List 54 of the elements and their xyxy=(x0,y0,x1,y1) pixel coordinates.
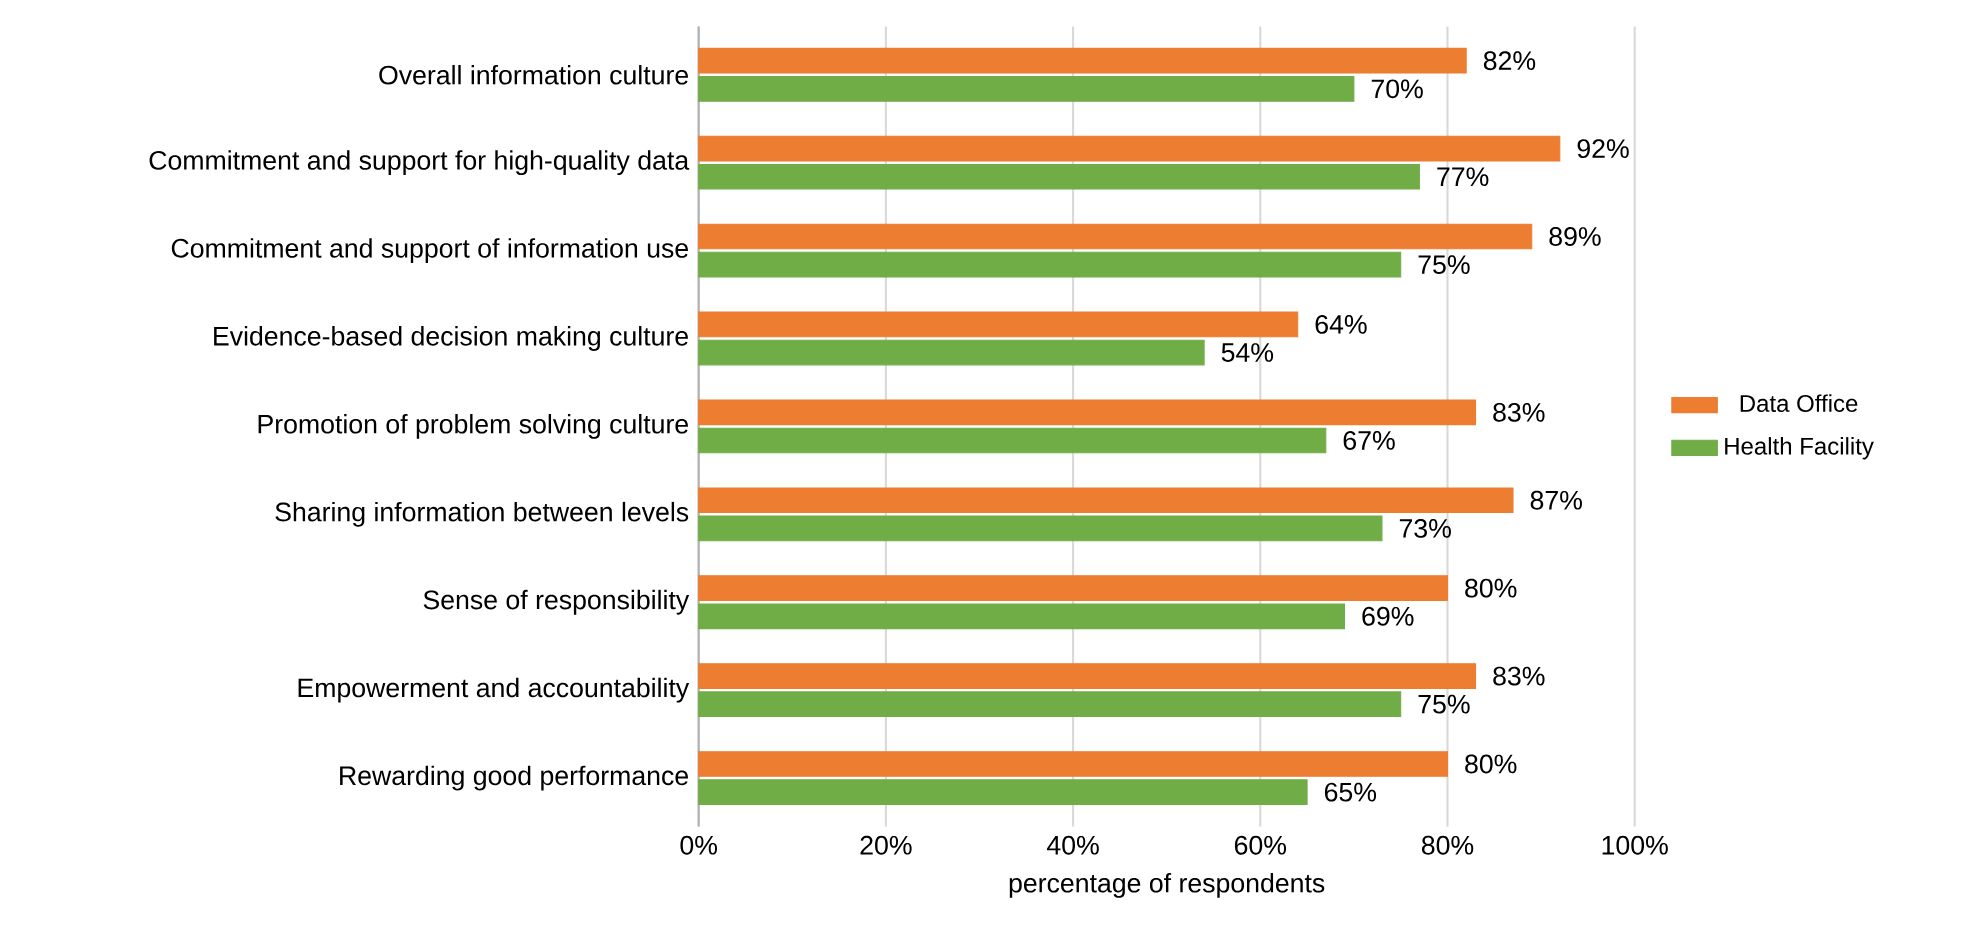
y-tick-label: Sharing information between levels xyxy=(275,501,689,527)
x-tick-label: 80% xyxy=(1421,835,1474,855)
data-label: 75% xyxy=(1418,255,1470,274)
bar xyxy=(698,75,1355,102)
legend-label: Health Facility xyxy=(1725,437,1874,460)
legend-label: Data Office xyxy=(1740,394,1858,412)
data-label: 73% xyxy=(1399,518,1451,538)
y-tick-label: Rewarding good performance xyxy=(340,765,688,791)
y-tick-label: Overall information culture xyxy=(379,64,688,85)
bar xyxy=(698,603,1346,630)
bar xyxy=(698,339,1205,366)
y-tick-label: Sense of responsibility xyxy=(423,589,690,615)
data-label: 65% xyxy=(1324,782,1377,802)
bar xyxy=(698,515,1383,542)
y-tick-label: Commitment and support for high-quality data xyxy=(149,150,690,176)
bar xyxy=(698,427,1327,454)
data-label: 70% xyxy=(1371,79,1423,99)
data-label: 87% xyxy=(1530,490,1582,510)
bar xyxy=(698,399,1477,426)
bar xyxy=(698,487,1514,514)
data-label: 82% xyxy=(1483,51,1536,71)
x-tick-label: 60% xyxy=(1234,835,1287,855)
x-axis-title: percentage of respondents xyxy=(1009,872,1325,898)
bar xyxy=(698,47,1467,74)
y-tick-label: Commitment and support of information use xyxy=(171,238,688,263)
x-tick-label: 40% xyxy=(1047,835,1099,855)
bar xyxy=(698,575,1449,601)
bar xyxy=(698,663,1477,689)
bar xyxy=(698,311,1299,338)
x-tick-label: 20% xyxy=(860,835,912,855)
data-label: 83% xyxy=(1493,666,1545,686)
x-tick-label: 0% xyxy=(680,835,718,855)
data-label: 80% xyxy=(1465,578,1517,598)
data-label: 75% xyxy=(1418,694,1470,714)
data-label: 89% xyxy=(1549,227,1601,246)
data-label: 54% xyxy=(1221,343,1274,362)
bar xyxy=(698,751,1449,777)
data-label: 80% xyxy=(1465,754,1517,774)
y-tick-label: Empowerment and accountability xyxy=(298,677,690,703)
data-label: 67% xyxy=(1343,431,1395,450)
x-tick-label: 100% xyxy=(1602,835,1668,855)
bar xyxy=(698,779,1308,805)
bar xyxy=(698,223,1533,250)
y-tick-label: Promotion of problem solving culture xyxy=(258,413,688,439)
bar xyxy=(698,163,1420,190)
bar xyxy=(698,691,1402,718)
y-tick-label: Evidence-based decision making culture xyxy=(214,326,688,351)
data-label: 83% xyxy=(1493,402,1545,422)
data-label: 69% xyxy=(1362,606,1414,626)
bar xyxy=(698,135,1561,162)
data-label: 77% xyxy=(1437,167,1489,187)
data-label: 64% xyxy=(1315,314,1367,334)
bar xyxy=(698,251,1402,278)
data-label: 92% xyxy=(1577,139,1629,159)
